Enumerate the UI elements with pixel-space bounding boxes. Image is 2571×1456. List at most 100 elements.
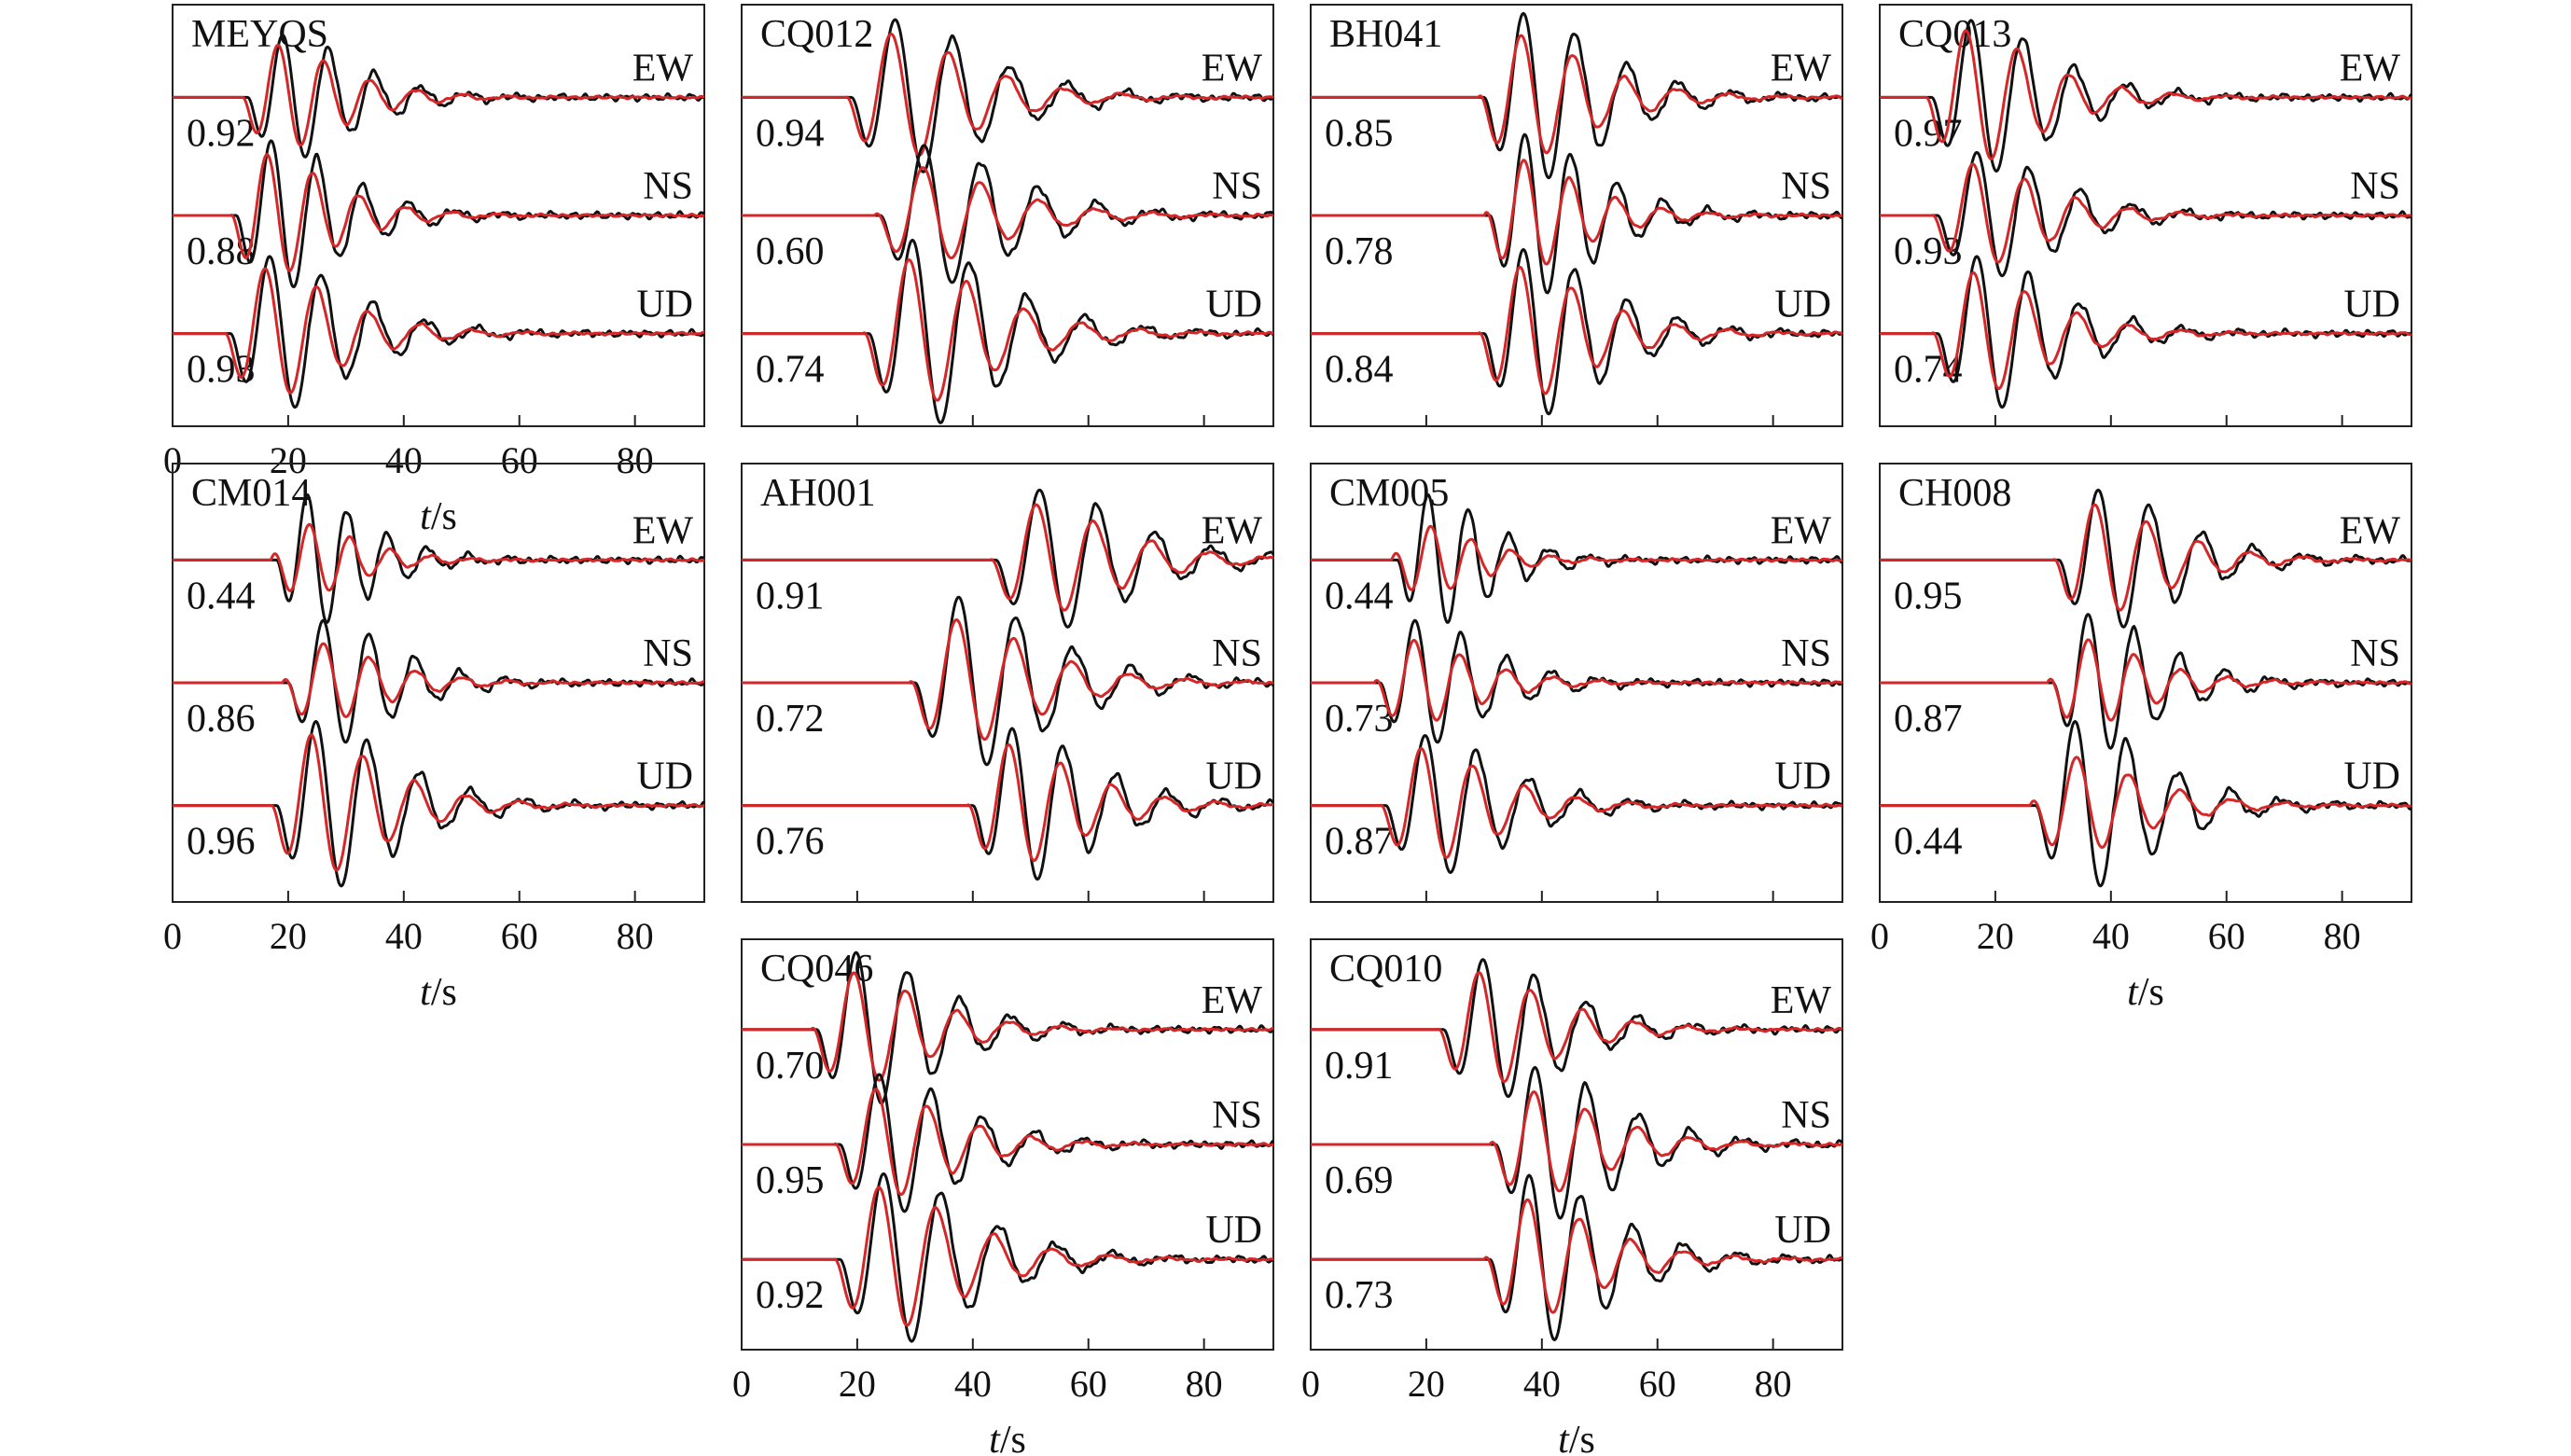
x-tick-label: 60 xyxy=(2208,915,2245,957)
correlation-value: 0.86 xyxy=(187,698,256,741)
x-axis-title: t/s xyxy=(420,971,457,1014)
x-axis-unit: /s xyxy=(2138,971,2164,1014)
observed-trace-ew xyxy=(172,34,705,159)
x-tick-label: 20 xyxy=(1408,1363,1445,1405)
component-label-ew: EW xyxy=(2340,47,2401,90)
component-label-ud: UD xyxy=(1774,1209,1831,1252)
synthetic-trace-ns xyxy=(741,1088,1274,1197)
correlation-value: 0.91 xyxy=(1325,1045,1394,1088)
observed-trace-ud xyxy=(172,255,706,409)
x-tick-label: 60 xyxy=(1070,1363,1107,1405)
component-label-ew: EW xyxy=(1771,509,1832,552)
component-label-ud: UD xyxy=(636,756,693,798)
station-label: CQ010 xyxy=(1329,948,1442,991)
component-label-ns: NS xyxy=(643,165,693,208)
correlation-value: 0.60 xyxy=(756,230,825,273)
observed-trace-ew xyxy=(1879,19,2413,173)
x-tick-label: 80 xyxy=(1755,1363,1792,1405)
x-tick-label: 80 xyxy=(617,439,654,481)
synthetic-trace-ew xyxy=(1310,971,1843,1083)
panel-cq012: CQ012 EW 0.94 NS 0.60 UD 0.74 xyxy=(741,4,1275,427)
synthetic-trace-ns xyxy=(741,617,1274,742)
correlation-value: 0.93 xyxy=(187,349,256,392)
correlation-value: 0.87 xyxy=(1894,698,1963,741)
x-axis-title: t/s xyxy=(420,495,457,538)
component-label-ew: EW xyxy=(632,47,694,90)
correlation-value: 0.74 xyxy=(1894,349,1963,392)
x-tick-label: 40 xyxy=(954,1363,992,1405)
station-label: AH001 xyxy=(760,472,876,515)
x-tick-label: 40 xyxy=(385,915,423,957)
correlation-value: 0.44 xyxy=(187,575,256,617)
correlation-value: 0.70 xyxy=(756,1045,825,1088)
station-label: BH041 xyxy=(1329,13,1442,56)
synthetic-trace-ns xyxy=(741,166,1274,260)
station-label: CM005 xyxy=(1329,472,1449,515)
correlation-value: 0.44 xyxy=(1894,821,1963,864)
synthetic-trace-ud xyxy=(741,258,1274,402)
synthetic-trace-ew xyxy=(172,522,705,592)
panel-cm014: 0 20 40 60 80 t/s CM014 EW 0.44 NS 0.86 UD 0.96 xyxy=(163,463,706,1014)
x-tick-label: 40 xyxy=(385,439,423,481)
observed-trace-ew xyxy=(741,950,1275,1105)
component-label-ew: EW xyxy=(1202,47,1263,90)
synthetic-trace-ew xyxy=(1310,524,1843,591)
component-label-ns: NS xyxy=(643,632,693,675)
component-label-ud: UD xyxy=(1774,756,1831,798)
synthetic-trace-ns xyxy=(1879,638,2412,722)
component-label-ud: UD xyxy=(1205,284,1262,326)
component-label-ns: NS xyxy=(2350,165,2400,208)
x-axis-title: t/s xyxy=(1558,1419,1595,1456)
synthetic-trace-ud xyxy=(1310,747,1843,859)
synthetic-trace-ud xyxy=(1879,270,2412,391)
correlation-value: 0.87 xyxy=(1325,821,1394,864)
synthetic-trace-ud xyxy=(1879,756,2412,849)
panel-cq010: 0 20 40 60 80 t/s CQ010 EW 0.91 NS 0.69 UD 0.73 xyxy=(1301,938,1844,1456)
correlation-value: 0.94 xyxy=(756,112,825,155)
x-tick-label: 80 xyxy=(617,915,654,957)
component-label-ns: NS xyxy=(1212,165,1262,208)
correlation-value: 0.92 xyxy=(756,1274,825,1317)
synthetic-trace-ud xyxy=(1310,265,1843,395)
x-axis-title: t/s xyxy=(989,1419,1026,1456)
x-axis-variable: t xyxy=(420,971,432,1014)
component-label-ew: EW xyxy=(1771,979,1832,1022)
x-axis-unit: /s xyxy=(1000,1419,1026,1456)
component-label-ns: NS xyxy=(1781,632,1831,675)
component-label-ud: UD xyxy=(1205,756,1262,798)
component-label-ew: EW xyxy=(1771,47,1832,90)
synthetic-trace-ud xyxy=(741,1186,1274,1327)
correlation-value: 0.95 xyxy=(756,1159,825,1202)
synthetic-trace-ew xyxy=(741,32,1274,157)
observed-trace-ud xyxy=(1310,734,1844,874)
synthetic-trace-ew xyxy=(1879,29,2412,160)
x-tick-label: 20 xyxy=(270,915,307,957)
correlation-value: 0.96 xyxy=(187,821,256,864)
component-label-ns: NS xyxy=(1212,632,1262,675)
synthetic-trace-ns xyxy=(172,153,705,272)
x-tick-label: 60 xyxy=(501,439,538,481)
x-tick-label: 80 xyxy=(2324,915,2361,957)
component-label-ud: UD xyxy=(2343,756,2400,798)
synthetic-trace-ew xyxy=(1310,34,1843,155)
correlation-value: 0.72 xyxy=(756,698,825,741)
correlation-value: 0.76 xyxy=(756,821,825,864)
station-label: CM014 xyxy=(191,472,311,515)
panel-ch008: 0 20 40 60 80 t/s CH008 EW 0.95 NS 0.87 UD 0.44 xyxy=(1870,463,2412,1014)
x-axis-variable: t xyxy=(2127,971,2139,1014)
x-tick-label: 20 xyxy=(1977,915,2014,957)
synthetic-trace-ew xyxy=(741,971,1274,1082)
correlation-value: 0.73 xyxy=(1325,698,1394,741)
x-tick-label: 0 xyxy=(163,439,182,481)
x-tick-label: 0 xyxy=(732,1363,751,1405)
component-label-ew: EW xyxy=(2340,509,2401,552)
observed-trace-ew xyxy=(1310,493,1843,624)
panel-cm005: CM005 EW 0.44 NS 0.73 UD 0.87 xyxy=(1310,463,1844,903)
correlation-value: 0.69 xyxy=(1325,1159,1394,1202)
synthetic-trace-ns xyxy=(172,642,705,718)
synthetic-trace-ud xyxy=(1310,1198,1843,1314)
synthetic-trace-ns xyxy=(1310,159,1843,266)
x-tick-label: 0 xyxy=(1301,1363,1320,1405)
